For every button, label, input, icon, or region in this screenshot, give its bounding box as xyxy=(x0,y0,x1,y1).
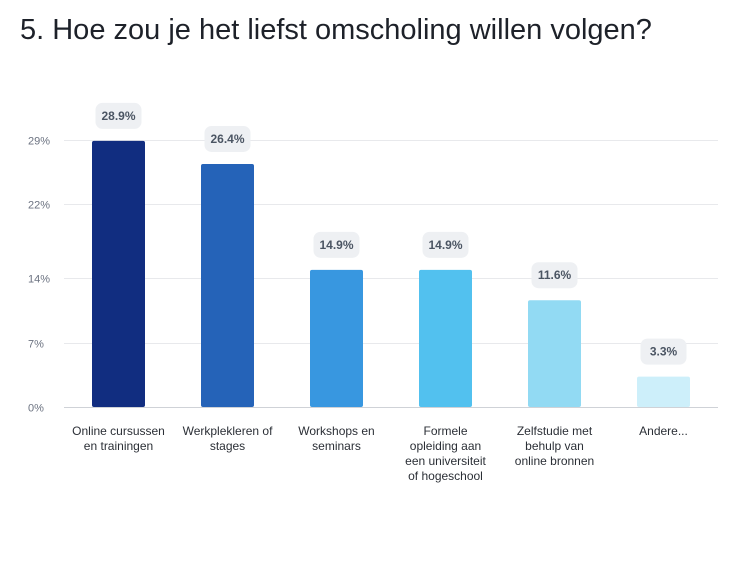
data-label-background xyxy=(422,231,469,258)
category-label: Formele opleiding aan een universiteit of h… xyxy=(405,424,486,483)
y-tick-label: 29% xyxy=(28,136,50,148)
data-label-background xyxy=(95,102,142,129)
bar-layer xyxy=(92,140,690,407)
data-label: 11.6% xyxy=(538,268,572,282)
y-tick-label: 22% xyxy=(28,200,50,212)
y-tick-label: 14% xyxy=(28,274,50,286)
data-label-background xyxy=(313,231,360,258)
category-label: Online cursussen en trainingen xyxy=(72,424,165,453)
data-label-background xyxy=(640,338,687,365)
bar xyxy=(310,269,363,407)
data-label: 28.9% xyxy=(101,109,135,123)
label-layer: 28.9% Online cursussen en trainingen 26.4% W… xyxy=(72,102,688,483)
y-tick-label: 7% xyxy=(28,339,44,351)
data-label: 14.9% xyxy=(428,238,462,252)
bar xyxy=(528,300,581,407)
page-title: 5. Hoe zou je het liefst omscholing will… xyxy=(20,14,652,46)
category-label: Zelfstudie met behulp van online bronnen xyxy=(515,424,594,468)
y-tick-label: 0% xyxy=(28,403,44,415)
data-label-background xyxy=(204,125,251,152)
data-label-background xyxy=(531,262,578,289)
data-label: 3.3% xyxy=(650,345,678,359)
bar xyxy=(419,269,472,407)
data-label: 14.9% xyxy=(319,238,353,252)
category-label: Andere... xyxy=(639,424,688,438)
category-label: Workshops en seminars xyxy=(298,424,374,453)
data-label: 26.4% xyxy=(210,132,244,146)
bar xyxy=(637,376,690,407)
bar xyxy=(201,163,254,407)
category-label: Werkplekleren of stages xyxy=(183,424,273,453)
grid-layer: 0% 7% 14% 22% 29% xyxy=(28,136,718,415)
bar xyxy=(92,140,145,407)
